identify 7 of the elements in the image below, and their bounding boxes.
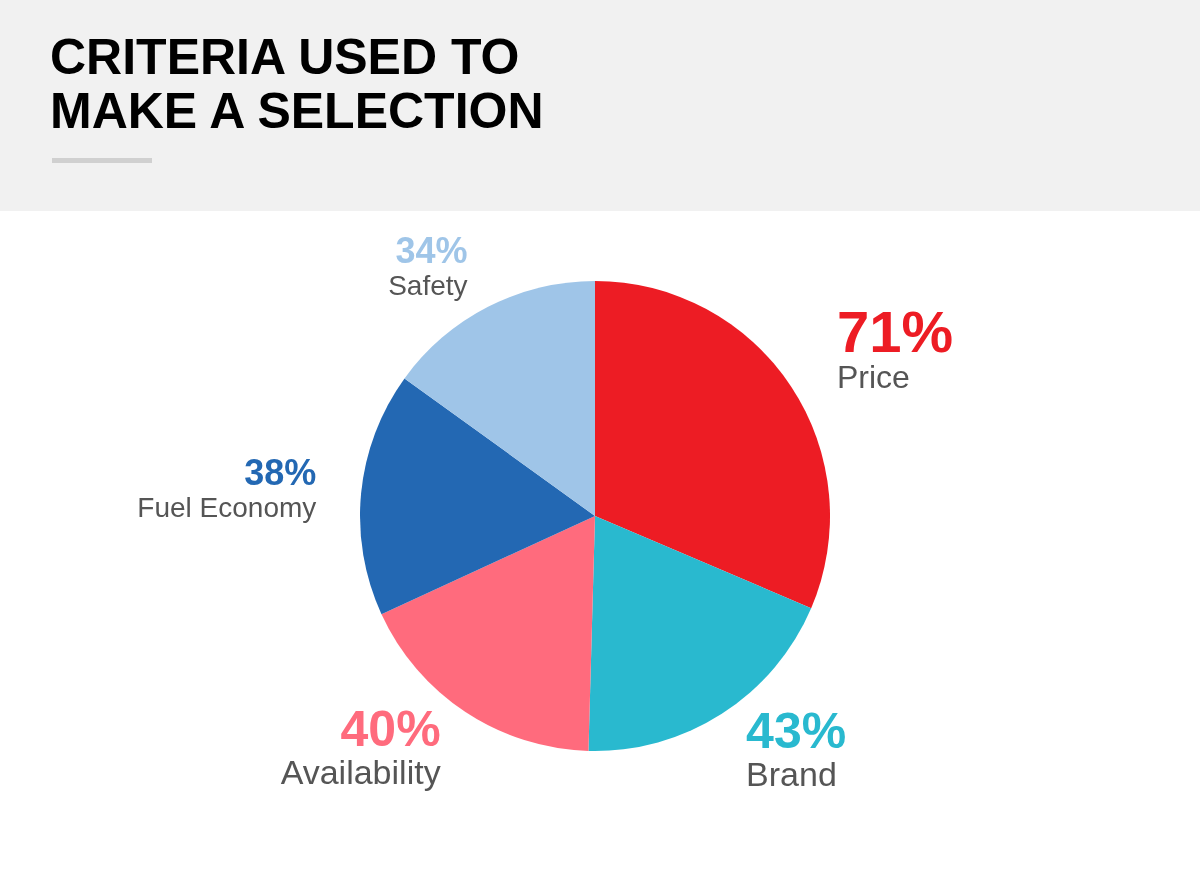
pie-slice	[360, 378, 595, 615]
data-label: 38%	[244, 451, 317, 493]
pie-slice	[595, 281, 830, 609]
slice-label: Safety	[388, 269, 468, 301]
data-label: 34%	[395, 229, 468, 271]
chart-title: CRITERIA USED TO MAKE A SELECTION	[50, 29, 545, 139]
slice-label: Fuel Economy	[137, 491, 317, 523]
